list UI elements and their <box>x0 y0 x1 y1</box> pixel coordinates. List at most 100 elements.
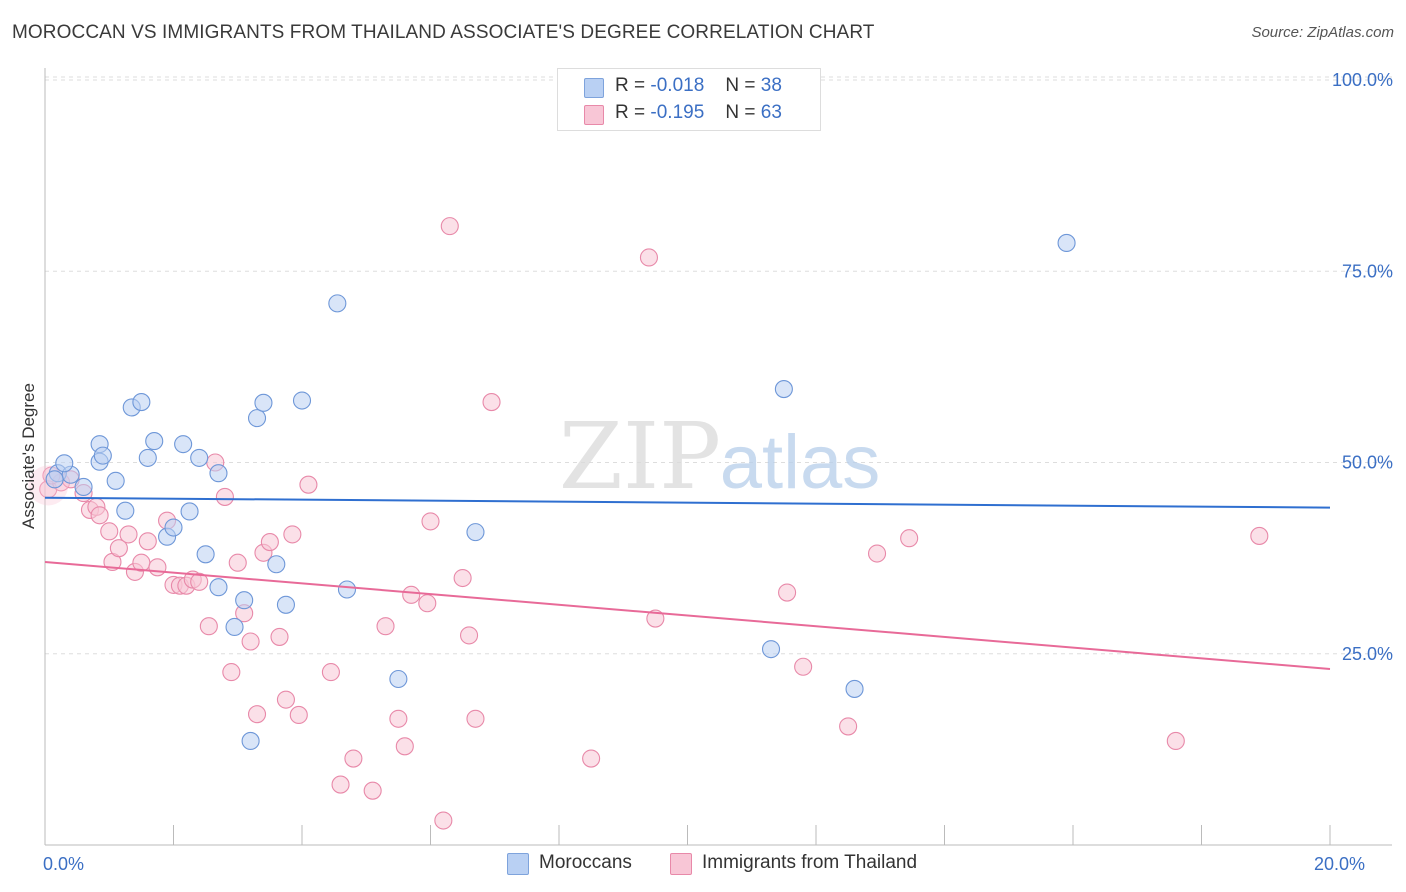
thailand-point-39 <box>363 781 382 800</box>
moroccans-point-6 <box>93 446 112 465</box>
moroccans-point-21 <box>225 617 244 637</box>
moroccans-point-19 <box>209 464 228 483</box>
source-label: Source: ZipAtlas.com <box>1251 24 1394 41</box>
moroccans-point-24 <box>247 409 267 428</box>
moroccans-n-label: N = <box>725 75 756 96</box>
watermark-zip: ZIP <box>559 403 721 510</box>
thailand-point-7 <box>100 522 119 541</box>
thailand-point-20 <box>190 572 209 591</box>
moroccans-point-34 <box>761 640 781 659</box>
thailand-point-34 <box>289 705 308 725</box>
legend-series: Moroccans Immigrants from Thailand <box>0 852 1406 878</box>
moroccans-swatch <box>584 78 604 98</box>
moroccans-point-37 <box>45 470 64 489</box>
moroccans-point-14 <box>164 518 183 537</box>
moroccans-point-31 <box>389 669 408 689</box>
moroccans-point-2 <box>55 454 74 473</box>
moroccans-point-3 <box>74 477 93 497</box>
thailand-point-23 <box>215 487 234 506</box>
x-tick-label-0: 0.0% <box>43 854 84 874</box>
moroccans-point-32 <box>466 523 485 542</box>
moroccans-r-label: R = <box>615 75 646 96</box>
thailand-point-21 <box>199 617 218 636</box>
moroccans-point-23 <box>241 731 260 751</box>
moroccans-point-27 <box>276 595 295 614</box>
thailand-point-36 <box>321 663 340 682</box>
thailand-point-58 <box>867 544 887 563</box>
thailand-point-45 <box>421 512 440 531</box>
thailand-point-13 <box>138 532 157 551</box>
legend-thailand-swatch <box>670 853 692 875</box>
thailand-point-35 <box>299 475 318 494</box>
y-tick-label-1: 50.0% <box>1342 453 1393 473</box>
thailand-point-25 <box>228 553 247 572</box>
legend-moroccans-swatch <box>507 853 529 875</box>
legend-thailand-label: Immigrants from Thailand <box>702 852 918 873</box>
thailand-point-6 <box>90 506 109 525</box>
thailand-point-53 <box>639 248 659 267</box>
trend-lines <box>44 496 1331 671</box>
moroccans-point-36 <box>1057 233 1076 252</box>
thailand-point-59 <box>900 529 919 548</box>
moroccans-trend-line <box>44 496 1331 509</box>
thailand-point-61 <box>1250 526 1269 545</box>
moroccans-point-22 <box>235 591 254 610</box>
thailand-point-46 <box>434 811 453 830</box>
moroccans-point-29 <box>328 294 347 313</box>
moroccans-point-30 <box>337 580 357 599</box>
moroccans-point-8 <box>116 501 135 520</box>
y-tick-label-0: 25.0% <box>1342 644 1393 664</box>
thailand-point-47 <box>440 217 459 236</box>
thailand-point-31 <box>270 627 289 646</box>
thailand-point-57 <box>839 717 858 736</box>
thailand-point-24 <box>222 663 241 682</box>
moroccans-point-20 <box>209 578 228 597</box>
tick-labels: 25.0% 50.0% 75.0% 100.0% 0.0% 20.0% <box>43 70 1393 874</box>
thailand-point-32 <box>276 690 295 709</box>
y-tick-label-2: 75.0% <box>1342 261 1393 281</box>
thailand-point-43 <box>402 585 421 604</box>
moroccans-point-16 <box>180 502 199 521</box>
moroccans-point-33 <box>774 380 793 399</box>
moroccans-n-value: 38 <box>760 75 782 96</box>
thailand-n-label: N = <box>725 102 756 123</box>
axes <box>44 68 1392 846</box>
moroccans-point-18 <box>196 545 215 564</box>
chart-title: MOROCCAN VS IMMIGRANTS FROM THAILAND ASS… <box>12 22 875 43</box>
thailand-point-54 <box>646 609 665 628</box>
thailand-point-37 <box>331 775 350 794</box>
thailand-r-label: R = <box>615 102 646 123</box>
thailand-point-38 <box>344 749 363 768</box>
moroccans-r-value: -0.018 <box>650 75 705 96</box>
thailand-point-55 <box>778 583 797 602</box>
thailand-point-9 <box>109 539 128 558</box>
thailand-r-value: -0.195 <box>650 102 705 123</box>
moroccans-point-10 <box>132 393 151 412</box>
thailand-trend-line <box>44 560 1331 671</box>
thailand-point-33 <box>283 525 302 544</box>
moroccans-point-26 <box>267 555 286 574</box>
thailand-point-14 <box>148 558 167 577</box>
series-thailand-points <box>28 217 1269 830</box>
moroccans-point-7 <box>106 471 125 490</box>
thailand-point-51 <box>482 393 501 412</box>
thailand-point-40 <box>376 617 395 636</box>
thailand-point-48 <box>453 568 472 588</box>
thailand-swatch <box>584 105 604 125</box>
watermark: ZIP atlas <box>559 403 880 510</box>
moroccans-point-15 <box>174 435 193 454</box>
thailand-point-10 <box>119 525 138 544</box>
thailand-point-28 <box>247 705 267 724</box>
thailand-n-value: 63 <box>760 102 782 123</box>
thailand-point-50 <box>466 709 485 728</box>
x-tick-label-1: 20.0% <box>1314 854 1365 874</box>
gridlines <box>45 76 1392 655</box>
thailand-point-27 <box>241 632 260 651</box>
thailand-point-49 <box>459 626 479 645</box>
y-tick-label-3: 100.0% <box>1332 70 1393 90</box>
thailand-point-52 <box>582 749 601 768</box>
legend-moroccans-label: Moroccans <box>539 852 632 873</box>
thailand-point-56 <box>794 657 813 676</box>
moroccans-point-28 <box>292 391 312 410</box>
